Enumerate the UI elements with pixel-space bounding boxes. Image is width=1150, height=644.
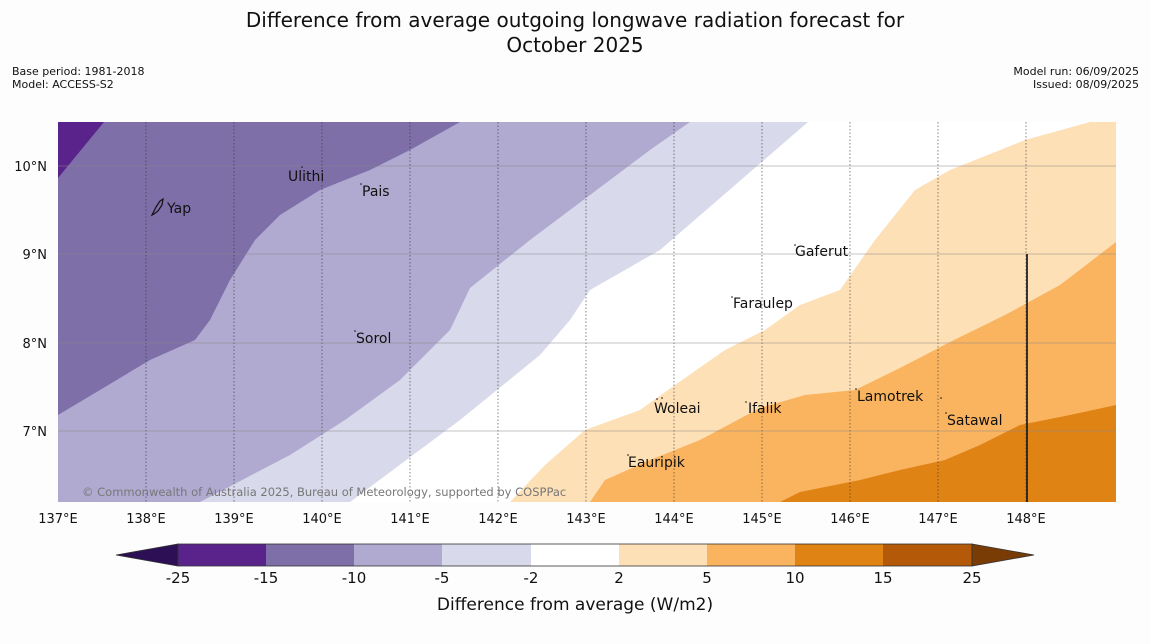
map-plot-area: Ulithi Pais Yap Gaferut Faraulep Sorol L… bbox=[58, 122, 1116, 502]
meridian-lines bbox=[145, 122, 1027, 502]
woleai-marker bbox=[656, 398, 658, 400]
lon-label-142e: 142°E bbox=[478, 512, 518, 527]
title-line-1: Difference from average outgoing longwav… bbox=[245, 8, 905, 32]
colorbar-segment-minus15-minus10 bbox=[266, 544, 354, 566]
place-label-satawal: Satawal bbox=[947, 413, 1002, 429]
lat-label-10n: 10°N bbox=[14, 160, 47, 175]
colorbar-label-minus15: -15 bbox=[254, 569, 279, 587]
lon-label-141e: 141°E bbox=[390, 512, 430, 527]
place-label-eauripik: Eauripik bbox=[628, 455, 686, 471]
band-5-to-10 bbox=[590, 242, 1116, 502]
place-label-faraulep: Faraulep bbox=[733, 296, 793, 312]
lon-label-137e: 137°E bbox=[38, 512, 78, 527]
colorbar-label-10: 10 bbox=[785, 569, 804, 587]
colorbar-segment-minus10-minus5 bbox=[354, 544, 442, 566]
lon-label-143e: 143°E bbox=[566, 512, 606, 527]
model-run-text: Model run: 06/09/2025 bbox=[1013, 65, 1139, 78]
ifalik-marker bbox=[745, 401, 747, 403]
copyright-text: © Commonwealth of Australia 2025, Bureau… bbox=[82, 485, 566, 499]
map-title: Difference from average outgoing longwav… bbox=[0, 8, 1150, 58]
place-label-lamotrek: Lamotrek bbox=[857, 389, 924, 405]
colorbar-label-minus5: -5 bbox=[435, 569, 450, 587]
meta-right: Model run: 06/09/2025 Issued: 08/09/2025 bbox=[1013, 65, 1139, 91]
yap-island-outline bbox=[150, 197, 164, 217]
colorbar-label-25: 25 bbox=[962, 569, 981, 587]
lamotrek-marker bbox=[855, 388, 857, 390]
place-label-gaferut: Gaferut bbox=[795, 244, 849, 260]
colorbar-segment-minus2-2 bbox=[531, 544, 619, 566]
lon-label-139e: 139°E bbox=[214, 512, 254, 527]
colorbar-label-2: 2 bbox=[614, 569, 624, 587]
lat-label-7n: 7°N bbox=[23, 425, 48, 440]
parallel-lines bbox=[58, 165, 1116, 432]
colorbar-outline bbox=[177, 543, 973, 567]
lon-label-138e: 138°E bbox=[126, 512, 166, 527]
lat-label-8n: 8°N bbox=[23, 337, 48, 352]
faraulep-marker bbox=[731, 296, 733, 298]
place-label-sorol: Sorol bbox=[356, 331, 391, 347]
colorbar-segment-15-25 bbox=[883, 544, 972, 566]
band-minus-25-to-minus-15 bbox=[58, 122, 104, 178]
pais-marker bbox=[360, 183, 362, 185]
base-period-text: Base period: 1981-2018 bbox=[12, 65, 145, 78]
island-markers bbox=[301, 166, 947, 456]
lon-label-145e: 145°E bbox=[742, 512, 782, 527]
colorbar-label-minus25: -25 bbox=[166, 569, 191, 587]
lon-label-146e: 146°E bbox=[830, 512, 870, 527]
colorbar-over-triangle bbox=[971, 543, 1035, 567]
place-label-ulithi: Ulithi bbox=[288, 169, 324, 185]
colorbar-under-triangle bbox=[115, 543, 179, 567]
colorbar-segment-5-10 bbox=[707, 544, 795, 566]
lon-label-148e: 148°E bbox=[1006, 512, 1046, 527]
colorbar-label-minus10: -10 bbox=[342, 569, 367, 587]
place-label-woleai: Woleai bbox=[654, 401, 701, 417]
lon-label-147e: 147°E bbox=[918, 512, 958, 527]
lon-tick-labels: 137°E 138°E 139°E 140°E 141°E 142°E 143°… bbox=[38, 512, 1046, 527]
place-label-ifalik: Ifalik bbox=[748, 401, 782, 417]
band-10-to-15 bbox=[780, 405, 1116, 502]
meta-left: Base period: 1981-2018 Model: ACCESS-S2 bbox=[12, 65, 144, 91]
colorbar-label-5: 5 bbox=[702, 569, 712, 587]
gaferut-marker bbox=[794, 244, 796, 246]
colorbar-label-minus2: -2 bbox=[524, 569, 539, 587]
lat-tick-labels: 10°N 9°N 8°N 7°N bbox=[14, 160, 47, 440]
issued-text: Issued: 08/09/2025 bbox=[1032, 78, 1139, 91]
ulithi-marker bbox=[301, 166, 303, 168]
place-label-pais: Pais bbox=[362, 184, 390, 200]
lon-label-144e: 144°E bbox=[654, 512, 694, 527]
lon-label-140e: 140°E bbox=[302, 512, 342, 527]
colorbar-segment-10-15 bbox=[795, 544, 883, 566]
place-label-yap: Yap bbox=[166, 201, 191, 217]
band-minus-15-to-minus-10 bbox=[58, 122, 460, 415]
sorol-marker bbox=[354, 330, 356, 332]
colorbar-segment-2-5 bbox=[619, 544, 707, 566]
title-line-2: October 2025 bbox=[506, 33, 644, 57]
lat-label-9n: 9°N bbox=[23, 248, 48, 263]
colorbar-segment-minus25-minus15 bbox=[178, 544, 266, 566]
eauripik-marker bbox=[627, 454, 629, 456]
colorbar-label-15: 15 bbox=[873, 569, 892, 587]
colorbar-segment-minus5-minus2 bbox=[442, 544, 531, 566]
colorbar: -25 -15 -10 -5 -2 2 5 10 15 25 Differenc… bbox=[115, 543, 1035, 615]
model-text: Model: ACCESS-S2 bbox=[12, 78, 114, 91]
colorbar-title: Difference from average (W/m2) bbox=[437, 595, 713, 615]
woleai-marker-2 bbox=[661, 397, 663, 399]
lamotrek-east-marker bbox=[940, 397, 942, 399]
satawal-marker bbox=[945, 412, 947, 414]
